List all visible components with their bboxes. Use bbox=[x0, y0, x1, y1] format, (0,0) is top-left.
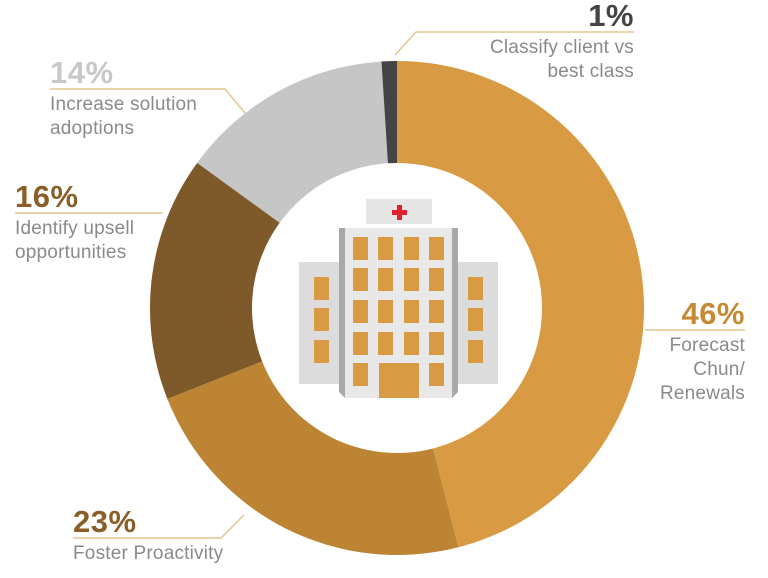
window bbox=[353, 300, 368, 323]
label-foster: 23% Foster Proactivity bbox=[73, 506, 293, 566]
window bbox=[404, 300, 419, 323]
window bbox=[314, 308, 329, 331]
text-upsell-line1: Identify upsell bbox=[15, 218, 135, 239]
percent-upsell: 16% bbox=[15, 179, 79, 214]
window bbox=[429, 332, 444, 355]
leader-line-foster bbox=[73, 514, 245, 539]
donut-slice bbox=[150, 162, 280, 399]
percent-forecast: 46% bbox=[681, 296, 745, 331]
tower-shadow-left bbox=[339, 228, 345, 398]
percent-classify: 1% bbox=[588, 0, 634, 33]
leader-line-adoption bbox=[50, 88, 246, 114]
hospital-building-icon bbox=[299, 199, 498, 398]
text-forecast-line2: Chun/ bbox=[693, 359, 745, 380]
window bbox=[378, 332, 393, 355]
window bbox=[353, 332, 368, 355]
window bbox=[429, 268, 444, 291]
red-cross-icon bbox=[392, 205, 407, 220]
window bbox=[404, 268, 419, 291]
label-adoption: 14% Increase solution adoptions bbox=[50, 57, 270, 141]
label-forecast: 46% Forecast Chun/ Renewals bbox=[600, 298, 745, 406]
tower-shadow-right bbox=[452, 228, 458, 398]
text-foster-line1: Foster Proactivity bbox=[73, 543, 224, 564]
text-classify-line2: best class bbox=[547, 61, 634, 82]
donut-slice bbox=[167, 361, 459, 555]
text-adoption-line2: adoptions bbox=[50, 118, 135, 139]
window bbox=[353, 268, 368, 291]
percent-adoption: 14% bbox=[50, 55, 114, 90]
window bbox=[404, 332, 419, 355]
window bbox=[378, 300, 393, 323]
window bbox=[468, 340, 483, 363]
donut-slice bbox=[381, 61, 397, 164]
label-upsell: 16% Identify upsell opportunities bbox=[15, 181, 215, 265]
window bbox=[429, 237, 444, 260]
text-classify-line1: Classify client vs bbox=[489, 37, 634, 58]
window bbox=[314, 340, 329, 363]
window bbox=[353, 237, 368, 260]
donut-slices bbox=[150, 61, 645, 555]
window bbox=[378, 237, 393, 260]
text-adoption-line1: Increase solution bbox=[50, 94, 198, 115]
window bbox=[468, 277, 483, 300]
text-upsell-line2: opportunities bbox=[15, 242, 127, 263]
text-forecast-line1: Forecast bbox=[669, 335, 745, 356]
label-classify: 1% Classify client vs best class bbox=[440, 0, 634, 84]
window bbox=[429, 300, 444, 323]
window bbox=[468, 308, 483, 331]
percent-foster: 23% bbox=[73, 504, 137, 539]
text-forecast-line3: Renewals bbox=[659, 383, 745, 404]
donut-slice bbox=[397, 61, 645, 548]
leader-lines bbox=[15, 31, 745, 539]
window bbox=[353, 363, 368, 386]
window bbox=[404, 237, 419, 260]
window bbox=[429, 363, 444, 386]
window bbox=[378, 268, 393, 291]
window bbox=[379, 363, 419, 398]
building-windows bbox=[314, 237, 483, 398]
leader-line-classify bbox=[394, 31, 634, 56]
window bbox=[314, 277, 329, 300]
donut-slice bbox=[197, 61, 388, 223]
